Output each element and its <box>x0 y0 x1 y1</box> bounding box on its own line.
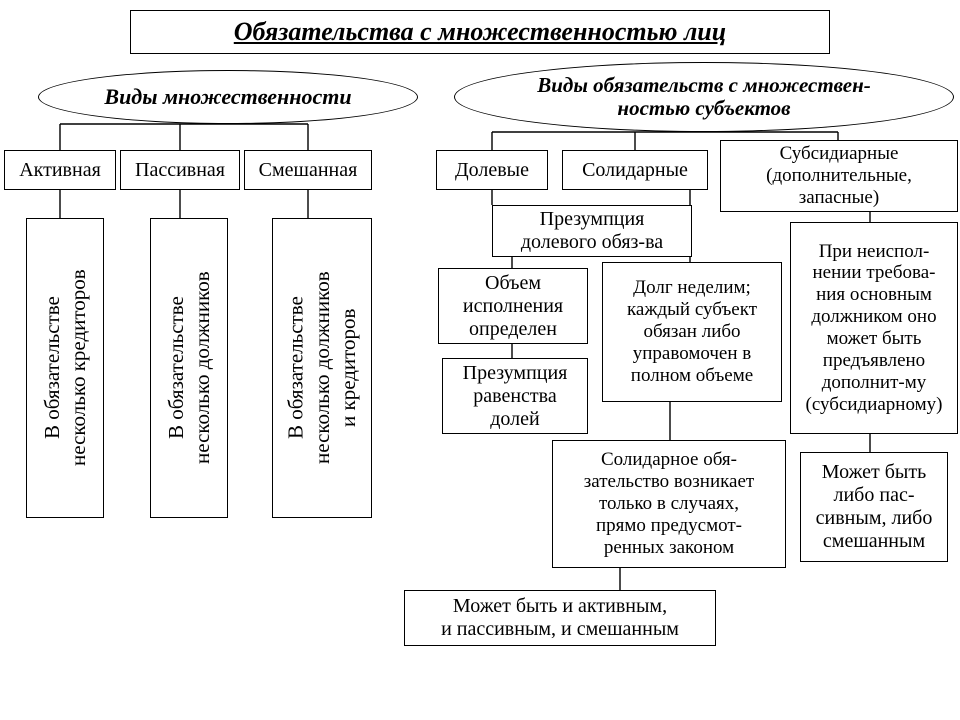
node-mixed-label: Смешанная <box>259 159 358 182</box>
node-passive: Пассивная <box>120 150 240 190</box>
vcol-mixed: В обязательстве несколько должников и кр… <box>272 218 372 518</box>
node-forms-all-text: Может быть и активным, и пассивным, и см… <box>441 595 679 641</box>
node-indivisible: Долг неделим; каждый субъект обязан либо… <box>602 262 782 402</box>
node-forms-sub: Может быть либо пас- сивным, либо смешан… <box>800 452 948 562</box>
node-active-label: Активная <box>19 159 101 182</box>
diagram-title: Обязательства с множественностью лиц <box>130 10 830 54</box>
node-presumption-share-text: Презумпция долевого обяз-ва <box>521 208 663 254</box>
node-active: Активная <box>4 150 116 190</box>
node-presumption-share: Презумпция долевого обяз-ва <box>492 205 692 257</box>
node-arises-text: Солидарное обя- зательство возникает тол… <box>584 449 754 558</box>
node-passive-label: Пассивная <box>135 159 225 182</box>
node-subsidiary-label: Субсидиарные (дополнительные, запасные) <box>766 143 912 209</box>
node-forms-sub-text: Может быть либо пас- сивным, либо смешан… <box>816 461 933 553</box>
node-nonperf-text: При неиспол- нении требова- ния основным… <box>806 241 943 416</box>
node-equality: Презумпция равенства долей <box>442 358 588 434</box>
node-indivisible-text: Долг неделим; каждый субъект обязан либо… <box>627 277 757 386</box>
vcol-active: В обязательстве несколько кредиторов <box>26 218 104 518</box>
node-solidary-label: Солидарные <box>582 159 688 182</box>
node-volume: Объем исполнения определен <box>438 268 588 344</box>
ellipse-left-text: Виды множественности <box>104 85 351 109</box>
node-share: Долевые <box>436 150 548 190</box>
ellipse-right-text: Виды обязательств с множествен- ностью с… <box>537 74 871 120</box>
node-mixed: Смешанная <box>244 150 372 190</box>
vcol-passive: В обязательстве несколько должников <box>150 218 228 518</box>
vcol-mixed-text: В обязательстве несколько должников и кр… <box>283 272 362 465</box>
vcol-passive-text: В обязательстве несколько должников <box>163 272 216 465</box>
node-subsidiary: Субсидиарные (дополнительные, запасные) <box>720 140 958 212</box>
ellipse-right: Виды обязательств с множествен- ностью с… <box>454 62 954 132</box>
node-volume-text: Объем исполнения определен <box>463 272 563 341</box>
node-arises: Солидарное обя- зательство возникает тол… <box>552 440 786 568</box>
title-text: Обязательства с множественностью лиц <box>234 17 726 47</box>
node-equality-text: Презумпция равенства долей <box>463 362 568 431</box>
node-forms-all: Может быть и активным, и пассивным, и см… <box>404 590 716 646</box>
vcol-active-text: В обязательстве несколько кредиторов <box>39 270 92 467</box>
node-solidary: Солидарные <box>562 150 708 190</box>
node-share-label: Долевые <box>455 159 529 182</box>
ellipse-left: Виды множественности <box>38 70 418 124</box>
node-nonperf: При неиспол- нении требова- ния основным… <box>790 222 958 434</box>
